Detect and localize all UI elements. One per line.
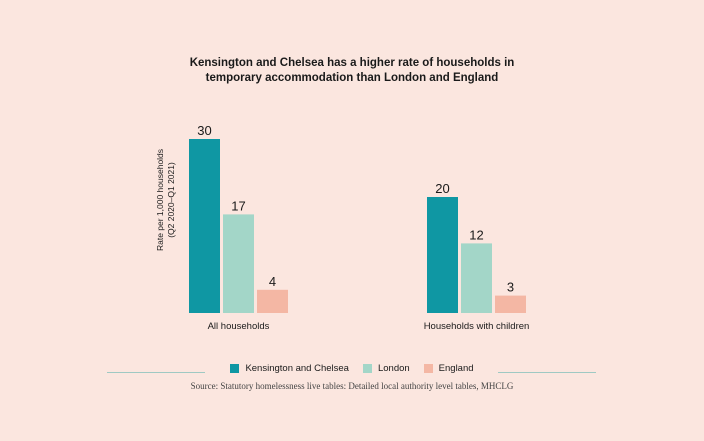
- legend-label-london: London: [377, 363, 410, 374]
- data-label-all-households-kensington-and-chelsea: 30: [197, 123, 211, 138]
- chart-title: Kensington and Chelsea has a higher rate…: [0, 56, 704, 86]
- legend-label-england: England: [438, 363, 474, 374]
- bar-chart: 30 17 4 All households 20 12 3 Households with …: [189, 123, 530, 332]
- source-note: Source: Statutory homelessness live tabl…: [190, 381, 514, 391]
- legend-swatch-england: [423, 364, 433, 373]
- data-label-households-with-children-england: 3: [507, 280, 514, 295]
- legend-item-kensington-and-chelsea: Kensington and Chelsea: [230, 363, 349, 374]
- bar-households-with-children-kensington-and-chelsea: [427, 197, 458, 313]
- chart-title-line-2: temporary accommodation than London and …: [205, 72, 499, 84]
- data-label-all-households-london: 17: [231, 198, 245, 213]
- legend-item-london: London: [362, 363, 410, 374]
- legend: Kensington and Chelsea London England: [0, 363, 704, 374]
- category-label-households-with-children: Households with children: [424, 321, 530, 332]
- legend-label-kensington-and-chelsea: Kensington and Chelsea: [245, 363, 349, 374]
- legend-swatch-london: [362, 364, 372, 373]
- data-label-households-with-children-london: 12: [469, 227, 483, 242]
- data-label-households-with-children-kensington-and-chelsea: 20: [435, 181, 449, 196]
- legend-rule-right: [498, 372, 596, 373]
- bar-households-with-children-england: [495, 295, 526, 313]
- legend-rule-left: [107, 372, 205, 373]
- chart-title-line-1: Kensington and Chelsea has a higher rate…: [189, 57, 515, 69]
- bar-all-households-kensington-and-chelsea: [189, 139, 220, 313]
- bar-households-with-children-london: [461, 243, 492, 313]
- legend-swatch-kensington-and-chelsea: [230, 364, 240, 373]
- category-label-all-households: All households: [208, 321, 270, 332]
- data-label-all-households-england: 4: [269, 274, 276, 289]
- bar-all-households-london: [223, 214, 254, 313]
- bar-all-households-england: [257, 289, 288, 313]
- legend-item-england: England: [423, 363, 474, 374]
